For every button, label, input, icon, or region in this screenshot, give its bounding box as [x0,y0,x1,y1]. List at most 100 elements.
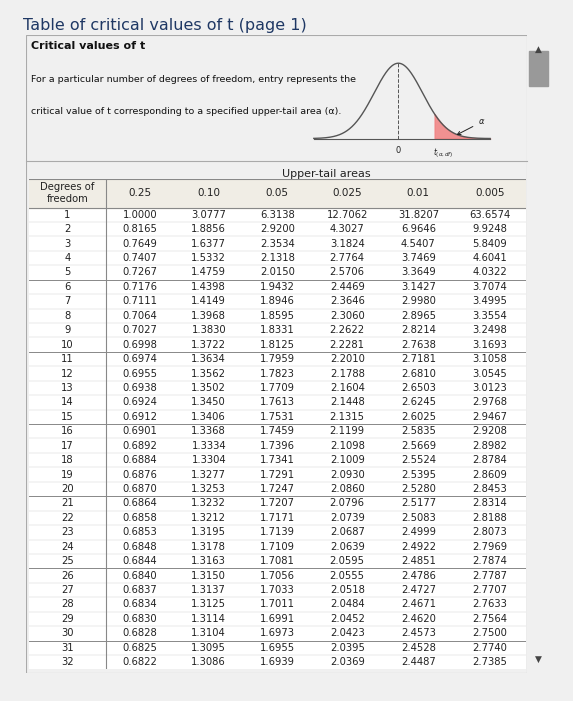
Text: 1.3406: 1.3406 [191,411,226,422]
Text: 4.5407: 4.5407 [401,238,435,249]
Text: 2.4620: 2.4620 [401,614,436,624]
Text: 1.0000: 1.0000 [123,210,158,219]
Text: 2.4573: 2.4573 [401,628,436,639]
Text: 25: 25 [61,556,73,566]
Text: 2.4671: 2.4671 [401,599,436,609]
Text: 2.4727: 2.4727 [401,585,436,595]
Text: Degrees of
freedom: Degrees of freedom [40,182,95,205]
Text: 1.7396: 1.7396 [260,441,295,451]
Text: 0.6974: 0.6974 [123,354,158,364]
Text: 0.25: 0.25 [128,189,152,198]
Text: 2.9208: 2.9208 [473,426,508,436]
Text: 23: 23 [61,527,73,537]
Text: 21: 21 [61,498,73,508]
Text: 3.4995: 3.4995 [473,297,508,306]
Text: 2.6025: 2.6025 [401,411,436,422]
Text: 2.8982: 2.8982 [473,441,508,451]
Text: 15: 15 [61,411,73,422]
Text: 1.9432: 1.9432 [260,282,295,292]
Text: 2.1315: 2.1315 [329,411,364,422]
Text: 1.6377: 1.6377 [191,238,226,249]
Text: 1.3114: 1.3114 [191,614,226,624]
Text: 0.6912: 0.6912 [123,411,158,422]
Text: 3.7469: 3.7469 [401,253,436,263]
Text: $t_{(\alpha,df)}$: $t_{(\alpha,df)}$ [433,146,453,160]
Text: 1: 1 [64,210,70,219]
Text: 0.6884: 0.6884 [123,455,158,465]
Text: 9: 9 [64,325,70,335]
Text: Table of critical values of t (page 1): Table of critical values of t (page 1) [23,18,307,33]
Text: 2.8784: 2.8784 [473,455,507,465]
Text: 1.3830: 1.3830 [191,325,226,335]
Text: 30: 30 [61,628,73,639]
Text: 0.6864: 0.6864 [123,498,158,508]
Text: 0.10: 0.10 [197,189,220,198]
Text: 18: 18 [61,455,73,465]
Text: 1.6973: 1.6973 [260,628,295,639]
Text: 7: 7 [64,297,70,306]
Text: 8: 8 [64,311,70,321]
Text: 31.8207: 31.8207 [398,210,439,219]
Text: 2.4528: 2.4528 [401,643,436,653]
Text: 1.4759: 1.4759 [191,268,226,278]
Text: 0.6901: 0.6901 [123,426,158,436]
Text: 2.0484: 2.0484 [330,599,364,609]
Text: 1.3150: 1.3150 [191,571,226,580]
Text: 1.3125: 1.3125 [191,599,226,609]
Text: 0.6848: 0.6848 [123,542,158,552]
Text: 1.7531: 1.7531 [260,411,295,422]
Text: 1.3334: 1.3334 [191,441,226,451]
Text: 0.6876: 0.6876 [123,470,158,479]
Text: 0.7649: 0.7649 [123,238,158,249]
Text: 2.1009: 2.1009 [330,455,364,465]
Text: 1.7207: 1.7207 [260,498,295,508]
Text: 0.025: 0.025 [332,189,362,198]
Text: 2.5706: 2.5706 [329,268,364,278]
Text: 2.7385: 2.7385 [473,658,508,667]
Text: 2.1448: 2.1448 [330,397,364,407]
Text: Upper-tail areas: Upper-tail areas [282,169,371,179]
Text: 3.0123: 3.0123 [473,383,507,393]
Text: 0.7176: 0.7176 [123,282,158,292]
Text: 3.1824: 3.1824 [330,238,364,249]
Text: 3.0777: 3.0777 [191,210,226,219]
Text: 14: 14 [61,397,73,407]
Text: 0.7111: 0.7111 [123,297,158,306]
Text: 0.6938: 0.6938 [123,383,158,393]
Text: 24: 24 [61,542,73,552]
Text: 1.7011: 1.7011 [260,599,295,609]
Bar [529,51,548,86]
Text: 2.0860: 2.0860 [330,484,364,494]
Text: 2.7181: 2.7181 [401,354,436,364]
Text: 2.7707: 2.7707 [473,585,508,595]
Text: 1.3104: 1.3104 [191,628,226,639]
Text: 13: 13 [61,383,73,393]
Text: 2.5835: 2.5835 [401,426,436,436]
Text: 2.9768: 2.9768 [473,397,508,407]
Text: 0.6834: 0.6834 [123,599,158,609]
Text: 32: 32 [61,658,73,667]
Text: 1.3722: 1.3722 [191,340,226,350]
Text: 2.7764: 2.7764 [329,253,364,263]
Text: 1.3304: 1.3304 [191,455,226,465]
Text: 3.3649: 3.3649 [401,268,435,278]
Text: $\alpha$: $\alpha$ [457,117,485,135]
Text: 1.3502: 1.3502 [191,383,226,393]
Text: 0.6998: 0.6998 [123,340,158,350]
Text: 2.2010: 2.2010 [330,354,364,364]
Text: 2.8073: 2.8073 [473,527,507,537]
Text: 1.3450: 1.3450 [191,397,226,407]
Text: 6.9646: 6.9646 [401,224,436,234]
Text: 12: 12 [61,369,73,379]
Text: 2: 2 [64,224,70,234]
Text: 1.3086: 1.3086 [191,658,226,667]
Text: 2.3646: 2.3646 [330,297,364,306]
Text: 4.3027: 4.3027 [330,224,364,234]
Text: 3.1427: 3.1427 [401,282,436,292]
Text: 2.5395: 2.5395 [401,470,436,479]
Text: 1.6991: 1.6991 [260,614,295,624]
Text: 16: 16 [61,426,73,436]
Text: 1.7959: 1.7959 [260,354,295,364]
Text: 2.1788: 2.1788 [330,369,364,379]
Text: 5.8409: 5.8409 [473,238,507,249]
